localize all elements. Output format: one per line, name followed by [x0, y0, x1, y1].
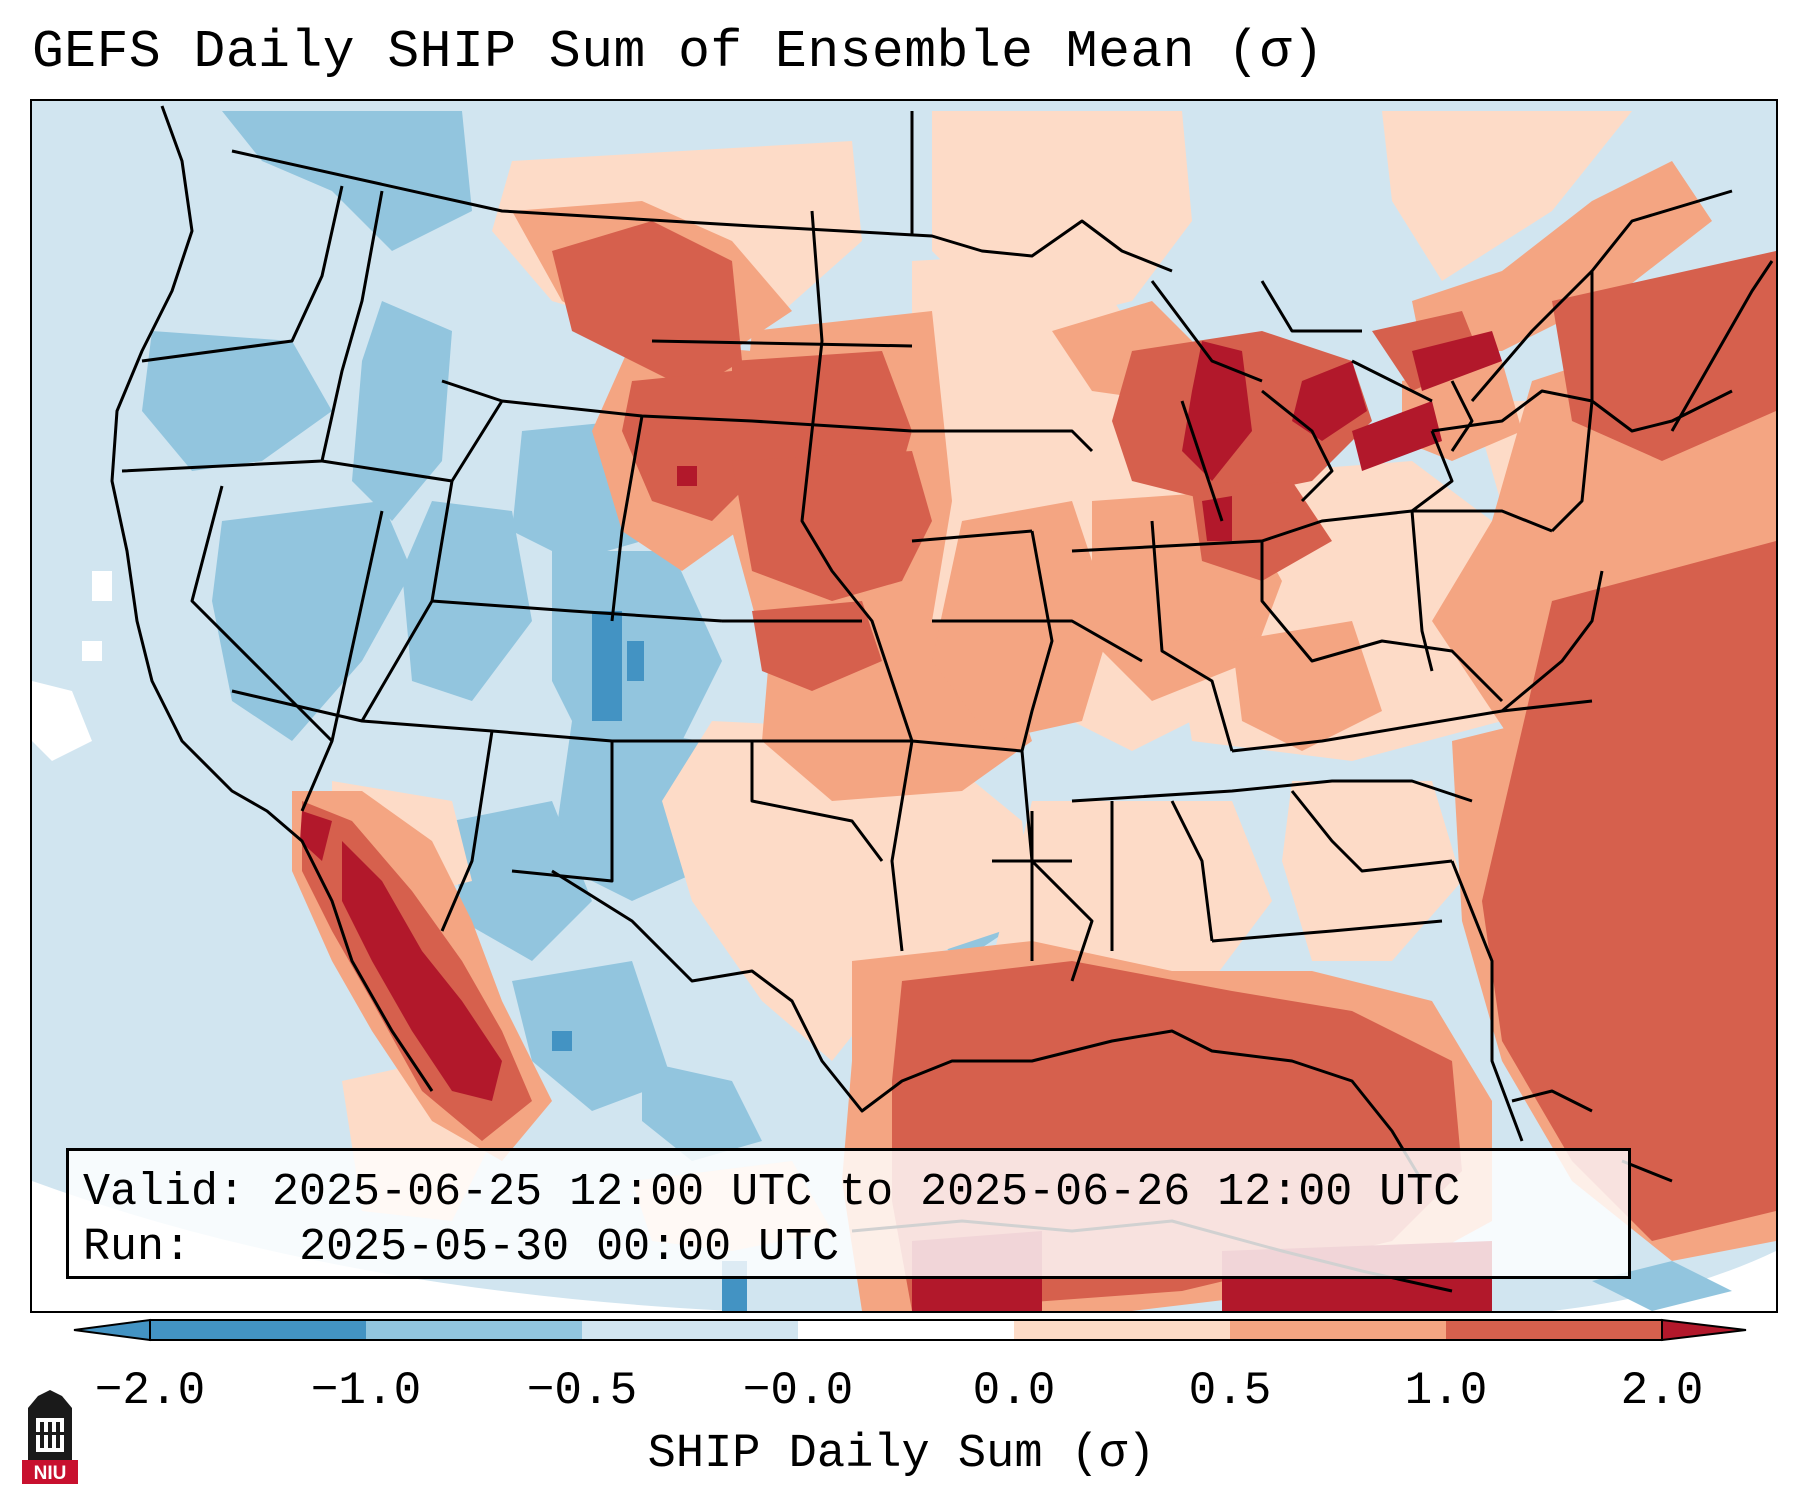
map-title: GEFS Daily SHIP Sum of Ensemble Mean (σ): [32, 22, 1325, 82]
state-boundaries: [110, 105, 1774, 1293]
colorbar-frame: [149, 1319, 1663, 1341]
map-canvas: [32, 101, 1776, 1311]
colorbar-label: SHIP Daily Sum (σ): [647, 1428, 1156, 1481]
colorbar-bin-1: [366, 1320, 582, 1340]
run-row: Run: 2025-05-30 00:00 UTC: [83, 1220, 1628, 1275]
colorbar-bin-2: [582, 1320, 798, 1340]
run-label: Run:: [83, 1222, 192, 1273]
tick-label: −0.0: [742, 1365, 854, 1417]
colorbar: [73, 1318, 1747, 1342]
tick-label: 0.5: [1188, 1365, 1272, 1417]
map-panel: [30, 99, 1778, 1313]
tick-label: −0.5: [526, 1365, 638, 1417]
colorbar-over-arrow: [1661, 1318, 1747, 1342]
colorbar-bin-3: [798, 1320, 1014, 1340]
valid-row: Valid: 2025-06-25 12:00 UTC to 2025-06-2…: [83, 1165, 1628, 1220]
colorbar-bin-5: [1230, 1320, 1446, 1340]
field-white: [32, 571, 112, 761]
tick-label: 1.0: [1404, 1365, 1488, 1417]
projection-edge-right: [1552, 1251, 1776, 1311]
colorbar-under-arrow: [73, 1318, 151, 1342]
tick-label: 0.0: [972, 1365, 1056, 1417]
run-value: 2025-05-30 00:00 UTC: [299, 1222, 840, 1273]
svg-text:NIU: NIU: [34, 1463, 67, 1484]
tick-label: 2.0: [1620, 1365, 1704, 1417]
tick-label: −2.0: [94, 1365, 206, 1417]
valid-label: Valid:: [83, 1167, 246, 1218]
tick-label: −1.0: [310, 1365, 422, 1417]
valid-value: 2025-06-25 12:00 UTC to 2025-06-26 12:00…: [272, 1167, 1461, 1218]
niu-logo-icon: NIU: [22, 1390, 78, 1484]
colorbar-bin-6: [1446, 1320, 1662, 1340]
colorbar-bin-0: [150, 1320, 366, 1340]
colorbar-bin-4: [1014, 1320, 1230, 1340]
valid-run-infobox: Valid: 2025-06-25 12:00 UTC to 2025-06-2…: [66, 1148, 1631, 1279]
